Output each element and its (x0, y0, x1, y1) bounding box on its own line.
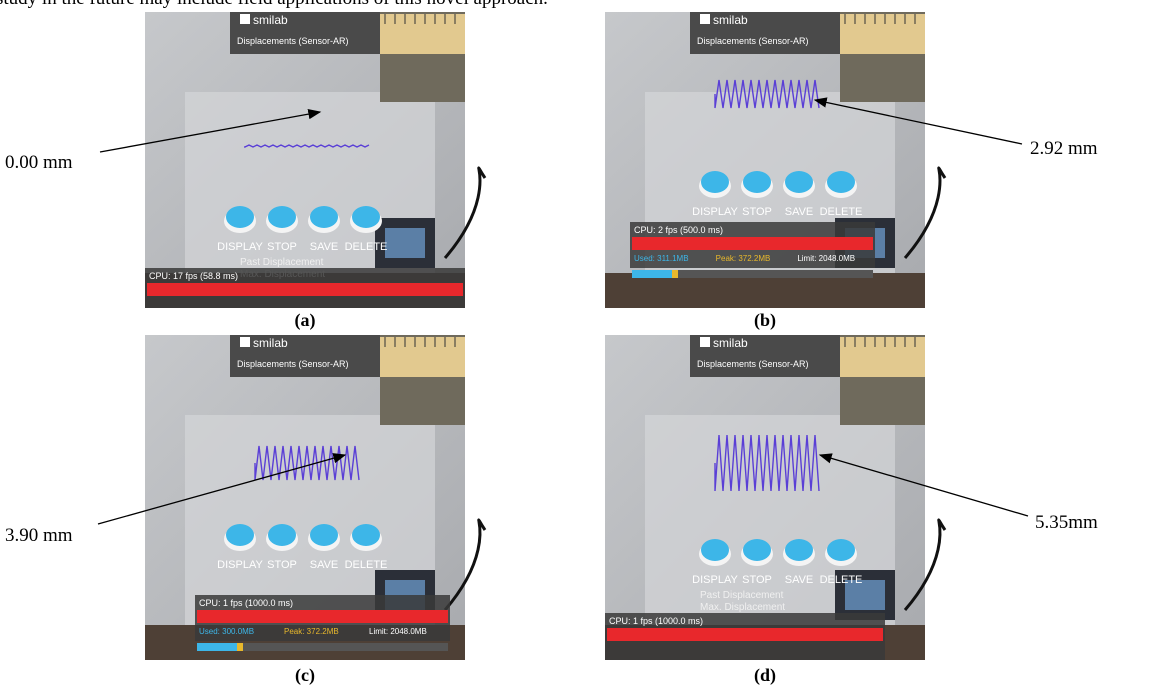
app-title: Displacements (Sensor-AR) (697, 36, 809, 46)
table (605, 273, 925, 308)
button-label: DISPLAY (217, 241, 263, 253)
ruler (380, 14, 465, 54)
button (310, 206, 338, 228)
button-label: DELETE (820, 206, 863, 218)
panel-label: (b) (754, 310, 776, 331)
memory-used (632, 270, 672, 278)
button (268, 524, 296, 546)
button (743, 539, 771, 561)
button-label: SAVE (785, 574, 814, 586)
cpu-bar (147, 283, 463, 296)
button (352, 206, 380, 228)
panel: smilab Displacements (Sensor-AR) DISPLAY ST… (145, 12, 485, 308)
button-label: DELETE (345, 241, 388, 253)
logo-box (700, 337, 710, 347)
device-screen (385, 228, 425, 258)
memory-used (197, 643, 237, 651)
button (226, 206, 254, 228)
panel-label: (d) (754, 665, 776, 686)
button (785, 539, 813, 561)
panel: smilab Displacements (Sensor-AR) DISPLAY ST… (145, 335, 485, 660)
ruler (840, 337, 925, 377)
panel: smilab Displacements (Sensor-AR) DISPLAY ST… (605, 335, 945, 660)
annotation: 5.35mm (1035, 512, 1098, 533)
button (701, 539, 729, 561)
cpu-text: CPU: 1 fps (1000.0 ms) (609, 616, 703, 626)
memory-text: Limit: 2048.0MB (369, 627, 427, 636)
cpu-bar (197, 610, 448, 623)
button-label: STOP (742, 574, 772, 586)
button-label: STOP (267, 241, 297, 253)
logo: smilab (713, 13, 748, 27)
cpu-bar (607, 628, 883, 641)
panel-label: (a) (295, 310, 316, 331)
button (827, 539, 855, 561)
button-label: SAVE (310, 559, 339, 571)
note: Max. Displacement (700, 602, 785, 613)
annotation: 2.92 mm (1030, 138, 1098, 159)
ruler (380, 337, 465, 377)
cpu-bar (632, 237, 873, 250)
ruler (840, 14, 925, 54)
button-label: DISPLAY (217, 559, 263, 571)
logo: smilab (253, 13, 288, 27)
app-title: Displacements (Sensor-AR) (237, 359, 349, 369)
cpu-text: CPU: 2 fps (500.0 ms) (634, 225, 723, 235)
memory-peak (237, 643, 243, 651)
panel: smilab Displacements (Sensor-AR) DISPLAY ST… (605, 12, 945, 308)
button-label: STOP (267, 559, 297, 571)
cpu-text: CPU: 1 fps (1000.0 ms) (199, 598, 293, 608)
button (352, 524, 380, 546)
app-title: Displacements (Sensor-AR) (697, 359, 809, 369)
memory-text: Used: 300.0MB (199, 627, 254, 636)
memory-text: Used: 311.1MB (634, 254, 689, 263)
button-label: SAVE (310, 241, 339, 253)
note: Past Displacement (240, 257, 324, 268)
logo-box (240, 337, 250, 347)
logo: smilab (253, 336, 288, 350)
button-label: DISPLAY (692, 574, 738, 586)
memory-text: Peak: 372.2MB (716, 254, 771, 263)
annotation: 0.00 mm (5, 152, 73, 173)
memory-peak (672, 270, 678, 278)
memory-text: Peak: 372.2MB (284, 627, 339, 636)
logo-box (700, 14, 710, 24)
header-text: study in the future may include field ap… (0, 0, 548, 9)
button-label: STOP (742, 206, 772, 218)
button-label: DELETE (820, 574, 863, 586)
figure: study in the future may include field ap… (0, 0, 1164, 691)
button (268, 206, 296, 228)
button (310, 524, 338, 546)
panel-label: (c) (295, 665, 315, 686)
annotation: 3.90 mm (5, 525, 73, 546)
logo-box (240, 14, 250, 24)
memory-text: Limit: 2048.0MB (797, 254, 855, 263)
cpu-text: CPU: 17 fps (58.8 ms) (149, 271, 238, 281)
button-label: DISPLAY (692, 206, 738, 218)
button (785, 171, 813, 193)
button-label: DELETE (345, 559, 388, 571)
logo: smilab (713, 336, 748, 350)
button (226, 524, 254, 546)
button (701, 171, 729, 193)
note: Past Displacement (700, 590, 784, 601)
button-label: SAVE (785, 206, 814, 218)
button (827, 171, 855, 193)
button (743, 171, 771, 193)
app-title: Displacements (Sensor-AR) (237, 36, 349, 46)
